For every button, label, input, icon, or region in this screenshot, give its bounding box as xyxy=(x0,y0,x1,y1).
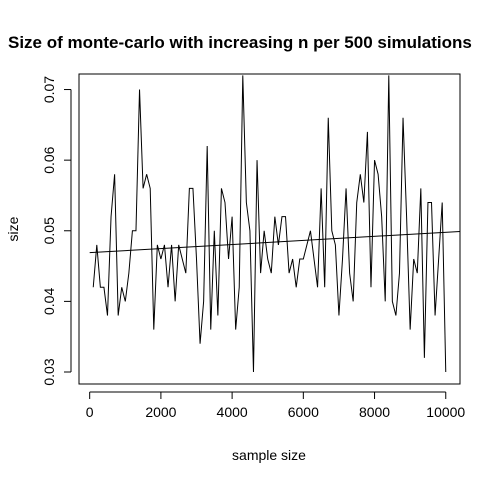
y-tick-label: 0.05 xyxy=(41,217,57,244)
y-tick-label: 0.03 xyxy=(41,358,57,385)
x-tick-label: 4000 xyxy=(217,404,248,420)
y-axis: 0.03 0.04 0.05 0.06 0.07 xyxy=(41,76,72,386)
x-axis-title: sample size xyxy=(232,447,306,463)
x-axis: 0 2000 4000 6000 8000 10000 xyxy=(86,391,465,420)
plot-box xyxy=(78,73,461,385)
chart-title: Size of monte-carlo with increasing n pe… xyxy=(8,33,472,52)
x-tick-label: 0 xyxy=(86,404,94,420)
plot-area xyxy=(89,75,461,373)
x-tick-label: 10000 xyxy=(426,404,465,420)
series-line-trend xyxy=(89,230,461,254)
y-tick-label: 0.06 xyxy=(41,146,57,173)
series-line-size xyxy=(92,75,447,373)
x-tick-label: 2000 xyxy=(145,404,176,420)
x-tick-label: 6000 xyxy=(288,404,319,420)
y-axis-title: size xyxy=(5,216,21,241)
y-tick-label: 0.07 xyxy=(41,76,57,103)
y-tick-label: 0.04 xyxy=(41,288,57,315)
x-tick-label: 8000 xyxy=(359,404,390,420)
